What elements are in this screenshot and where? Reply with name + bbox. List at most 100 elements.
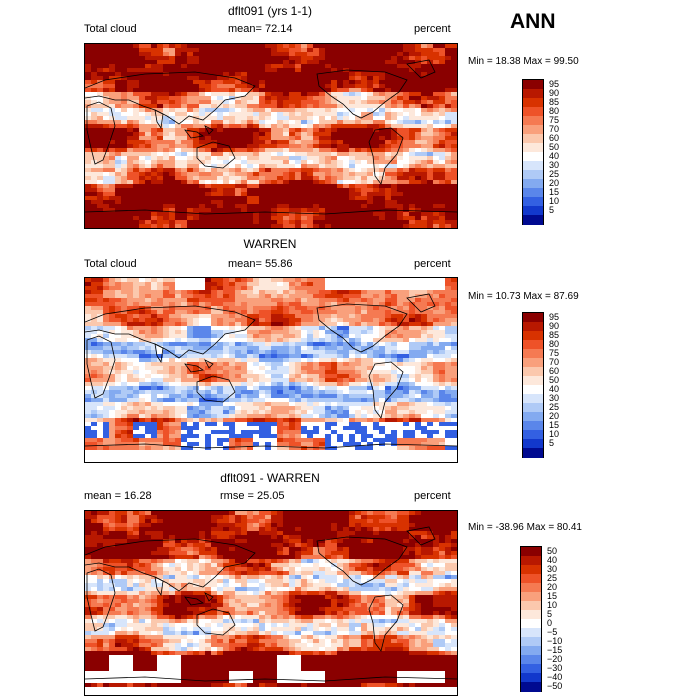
colorbar-swatch [523, 313, 543, 323]
colorbar-swatch [521, 619, 541, 629]
colorbar-tick-label: 5 [547, 609, 553, 619]
colorbar-tick-label: −20 [547, 654, 563, 664]
panel-2-mean: mean= 55.86 [228, 258, 293, 270]
colorbar-swatch [521, 547, 541, 557]
colorbar-tick-label: 70 [549, 124, 560, 134]
colorbar-tick-label: 95 [549, 312, 560, 322]
colorbar-swatch [523, 403, 543, 413]
colorbar-swatch [523, 98, 543, 108]
colorbar-swatch [523, 430, 543, 440]
colorbar-swatch [523, 385, 543, 395]
colorbar-tick-label: 40 [549, 384, 560, 394]
colorbar-swatch [523, 358, 543, 368]
colorbar-swatch [521, 637, 541, 647]
colorbar-tick-label: 30 [547, 564, 558, 574]
colorbar-swatch [521, 601, 541, 611]
colorbar-tick-label: 25 [549, 169, 560, 179]
panel-1-colorbar: 95 90 85 80 75 70 60 50 40 30 25 20 15 10 5 [522, 79, 559, 225]
colorbar-tick-label: 50 [547, 546, 558, 556]
colorbar-tick-label: 10 [547, 600, 558, 610]
panel-2-cloud-map [84, 277, 458, 463]
panel-3-minmax: Min = -38.96 Max = 80.41 [468, 522, 582, 533]
colorbar-tick-label: −10 [547, 636, 563, 646]
colorbar-swatch [523, 349, 543, 359]
colorbar-tick-label: 75 [549, 348, 560, 358]
colorbar-swatch [523, 412, 543, 422]
colorbar-tick-label: −5 [547, 627, 558, 637]
colorbar-tick-label: 50 [549, 375, 560, 385]
colorbar-swatch [523, 143, 543, 153]
colorbar-tick-label: −15 [547, 645, 563, 655]
panel-1-variable-label: Total cloud [84, 23, 137, 35]
colorbar-swatch [523, 215, 543, 225]
colorbar-swatch [523, 170, 543, 180]
colorbar-tick-label: 40 [547, 555, 558, 565]
colorbar-swatch [523, 134, 543, 144]
colorbar-tick-label: 80 [549, 106, 560, 116]
colorbar-swatch [523, 152, 543, 162]
colorbar-tick-label: 30 [549, 160, 560, 170]
panel-2-variable-label: Total cloud [84, 258, 137, 270]
panel-1-title: dflt091 (yrs 1-1) [227, 4, 313, 18]
colorbar-tick-label: −40 [547, 672, 563, 682]
colorbar-tick-label: 20 [547, 582, 558, 592]
colorbar-tick-label: 50 [549, 142, 560, 152]
season-label: ANN [510, 10, 556, 33]
colorbar-swatch [523, 161, 543, 171]
colorbar-swatch [523, 89, 543, 99]
colorbar-tick-label: 10 [549, 196, 560, 206]
colorbar-tick-label: 15 [549, 187, 560, 197]
colorbar-tick-label: 95 [549, 79, 560, 89]
panel-3-rmse: rmse = 25.05 [220, 490, 285, 502]
colorbar-swatch [521, 592, 541, 602]
colorbar-swatch [521, 556, 541, 566]
colorbar-swatch [523, 376, 543, 386]
colorbar-tick-label: 75 [549, 115, 560, 125]
colorbar-tick-label: 10 [549, 429, 560, 439]
panel-2-title: WARREN [243, 237, 297, 251]
colorbar-swatch [521, 583, 541, 593]
panel-1-cloud-map [84, 43, 458, 229]
colorbar-tick-label: 60 [549, 133, 560, 143]
panel-2-minmax: Min = 10.73 Max = 87.69 [468, 291, 579, 302]
panel-2-colorbar: 95 90 85 80 75 70 60 50 40 30 25 20 15 10 5 [522, 312, 559, 458]
colorbar-tick-label: 20 [549, 411, 560, 421]
colorbar-tick-label: 0 [547, 618, 553, 628]
colorbar-swatch [523, 421, 543, 431]
colorbar-swatch [523, 439, 543, 449]
colorbar-tick-label: 40 [549, 151, 560, 161]
colorbar-swatch [523, 188, 543, 198]
colorbar-swatch [521, 610, 541, 620]
colorbar-swatch [521, 628, 541, 638]
colorbar-tick-label: 90 [549, 321, 560, 331]
colorbar-swatch [521, 682, 541, 692]
colorbar-tick-label: 20 [549, 178, 560, 188]
panel-2-units: percent [414, 258, 451, 270]
colorbar-swatch [521, 574, 541, 584]
panel-1-mean: mean= 72.14 [228, 23, 293, 35]
panel-3-mean: mean = 16.28 [84, 490, 152, 502]
colorbar-tick-label: 15 [549, 420, 560, 430]
colorbar-swatch [523, 125, 543, 135]
colorbar-swatch [523, 322, 543, 332]
colorbar-swatch [521, 646, 541, 656]
panel-3-difference-map [84, 510, 458, 696]
colorbar-swatch [523, 116, 543, 126]
panel-3-colorbar: 50 40 30 25 20 15 10 5 0 −5 −10 −15 −20 −30 −40 −50 [520, 546, 562, 692]
colorbar-swatch [523, 197, 543, 207]
colorbar-swatch [521, 664, 541, 674]
colorbar-tick-label: 5 [549, 438, 555, 448]
colorbar-swatch [521, 673, 541, 683]
colorbar-swatch [523, 206, 543, 216]
colorbar-swatch [523, 179, 543, 189]
colorbar-swatch [523, 394, 543, 404]
panel-3-units: percent [414, 490, 451, 502]
colorbar-swatch [523, 367, 543, 377]
colorbar-tick-label: 85 [549, 97, 560, 107]
colorbar-swatch [523, 448, 543, 458]
colorbar-tick-label: 30 [549, 393, 560, 403]
colorbar-swatch [521, 655, 541, 665]
colorbar-tick-label: 80 [549, 339, 560, 349]
colorbar-tick-label: 5 [549, 205, 555, 215]
colorbar-tick-label: −30 [547, 663, 563, 673]
